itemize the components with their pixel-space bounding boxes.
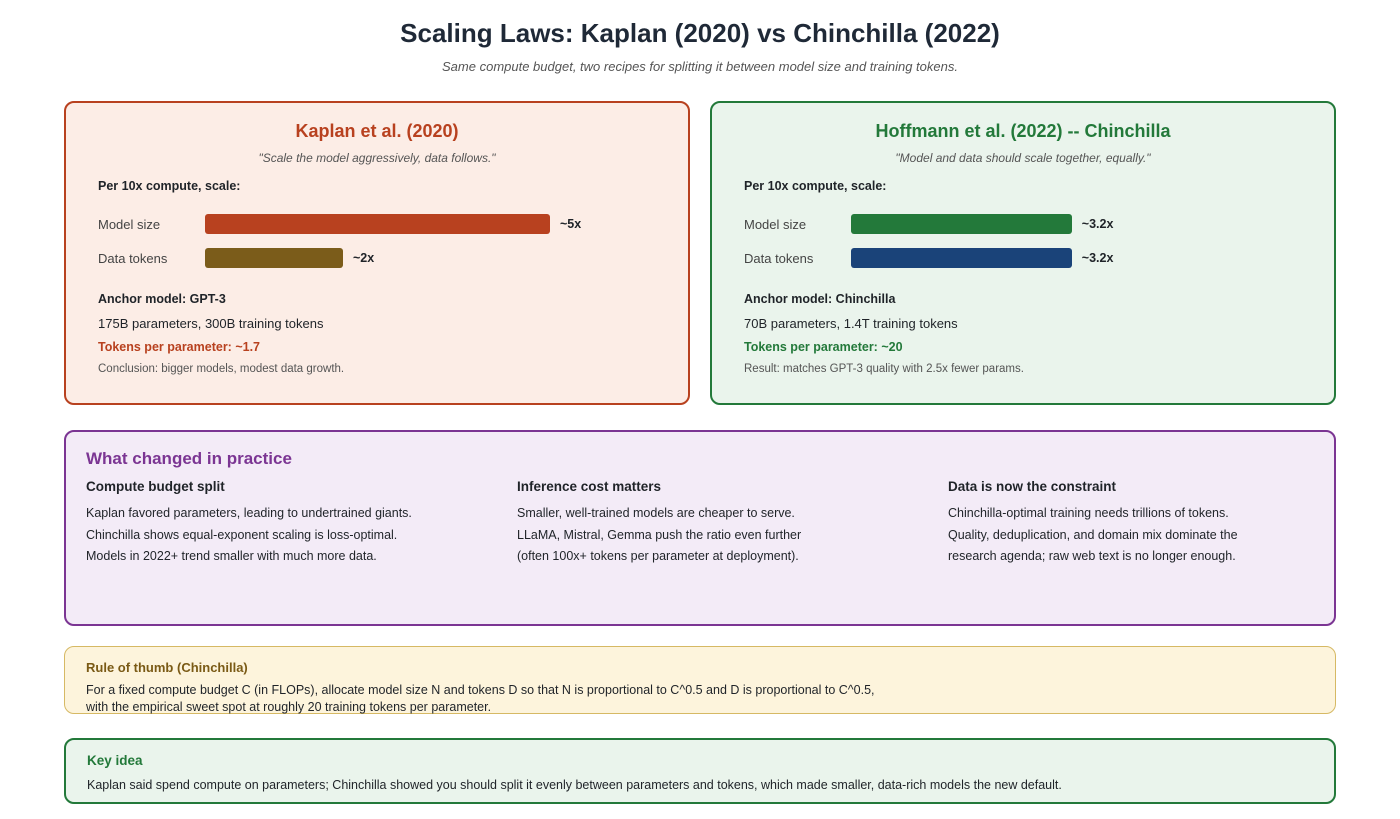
- practice-heading: Data is now the constraint: [948, 479, 1117, 494]
- kaplan-model-size-value: ~5x: [560, 217, 582, 231]
- practice-line: Chinchilla shows equal-exponent scaling …: [86, 527, 398, 542]
- kaplan-data-tokens-label: Data tokens: [98, 251, 168, 266]
- kaplan-data-tokens-value: ~2x: [353, 251, 375, 265]
- practice-line: Smaller, well-trained models are cheaper…: [517, 506, 795, 520]
- chinchilla-anchor-model: Anchor model: Chinchilla: [744, 292, 896, 306]
- chinchilla-model-size-label: Model size: [744, 217, 807, 232]
- practice-column-data: Data is now the constraint Chinchilla-op…: [948, 479, 1358, 568]
- practice-panel: What changed in practice Compute budget …: [64, 430, 1336, 626]
- kaplan-anchor-model: Anchor model: GPT-3: [98, 292, 226, 306]
- practice-heading: Compute budget split: [86, 479, 225, 494]
- practice-line: (often 100x+ tokens per parameter at dep…: [517, 549, 799, 563]
- page-title: Scaling Laws: Kaplan (2020) vs Chinchill…: [400, 18, 1000, 48]
- practice-line: Chinchilla-optimal training needs trilli…: [948, 506, 1229, 520]
- page-subtitle: Same compute budget, two recipes for spl…: [442, 59, 958, 74]
- chinchilla-model-size-value: ~3.2x: [1081, 217, 1114, 231]
- key-idea-panel: Key idea Kaplan said spend compute on pa…: [64, 738, 1336, 804]
- kaplan-model-size-label: Model size: [98, 217, 161, 232]
- kaplan-model-size-bar: [205, 214, 550, 234]
- chinchilla-quote: "Model and data should scale together, e…: [895, 151, 1151, 165]
- practice-line: research agenda; raw web text is no long…: [948, 549, 1236, 563]
- kaplan-quote: "Scale the model aggressively, data foll…: [258, 151, 496, 165]
- kaplan-data-tokens-bar: [205, 248, 343, 268]
- chinchilla-per-compute-label: Per 10x compute, scale:: [744, 179, 887, 193]
- practice-column-compute: Compute budget split Kaplan favored para…: [86, 479, 496, 568]
- kaplan-per-compute-label: Per 10x compute, scale:: [98, 179, 241, 193]
- chinchilla-data-tokens-label: Data tokens: [744, 251, 814, 266]
- kaplan-conclusion: Conclusion: bigger models, modest data g…: [98, 363, 345, 375]
- practice-line: Kaplan favored parameters, leading to un…: [86, 506, 412, 520]
- chinchilla-title: Hoffmann et al. (2022) -- Chinchilla: [875, 121, 1171, 141]
- practice-title: What changed in practice: [86, 449, 292, 468]
- chinchilla-data-tokens-value: ~3.2x: [1081, 251, 1114, 265]
- chinchilla-tokens-per-param: Tokens per parameter: ~20: [744, 340, 903, 354]
- practice-heading: Inference cost matters: [517, 479, 662, 494]
- chinchilla-params: 70B parameters, 1.4T training tokens: [744, 316, 958, 331]
- chinchilla-model-size-bar: [851, 214, 1072, 234]
- practice-line: Quality, deduplication, and domain mix d…: [948, 527, 1238, 542]
- kaplan-title: Kaplan et al. (2020): [295, 121, 459, 141]
- chinchilla-data-tokens-bar: [851, 248, 1072, 268]
- rule-of-thumb-line: For a fixed compute budget C (in FLOPs),…: [86, 683, 875, 697]
- kaplan-tokens-per-param: Tokens per parameter: ~1.7: [98, 340, 260, 354]
- key-idea-title: Key idea: [87, 753, 143, 768]
- practice-line: LLaMA, Mistral, Gemma push the ratio eve…: [517, 527, 802, 542]
- practice-line: Models in 2022+ trend smaller with much …: [86, 549, 377, 563]
- rule-of-thumb-title: Rule of thumb (Chinchilla): [86, 660, 248, 675]
- kaplan-card: Kaplan et al. (2020) "Scale the model ag…: [64, 101, 690, 405]
- rule-of-thumb-panel: Rule of thumb (Chinchilla) For a fixed c…: [64, 646, 1336, 714]
- practice-column-inference: Inference cost matters Smaller, well-tra…: [517, 479, 927, 568]
- key-idea-text: Kaplan said spend compute on parameters;…: [87, 778, 1062, 792]
- chinchilla-card: Hoffmann et al. (2022) -- Chinchilla "Mo…: [710, 101, 1336, 405]
- chinchilla-result: Result: matches GPT-3 quality with 2.5x …: [744, 363, 1024, 375]
- kaplan-params: 175B parameters, 300B training tokens: [98, 316, 324, 331]
- rule-of-thumb-line: with the empirical sweet spot at roughly…: [86, 700, 492, 714]
